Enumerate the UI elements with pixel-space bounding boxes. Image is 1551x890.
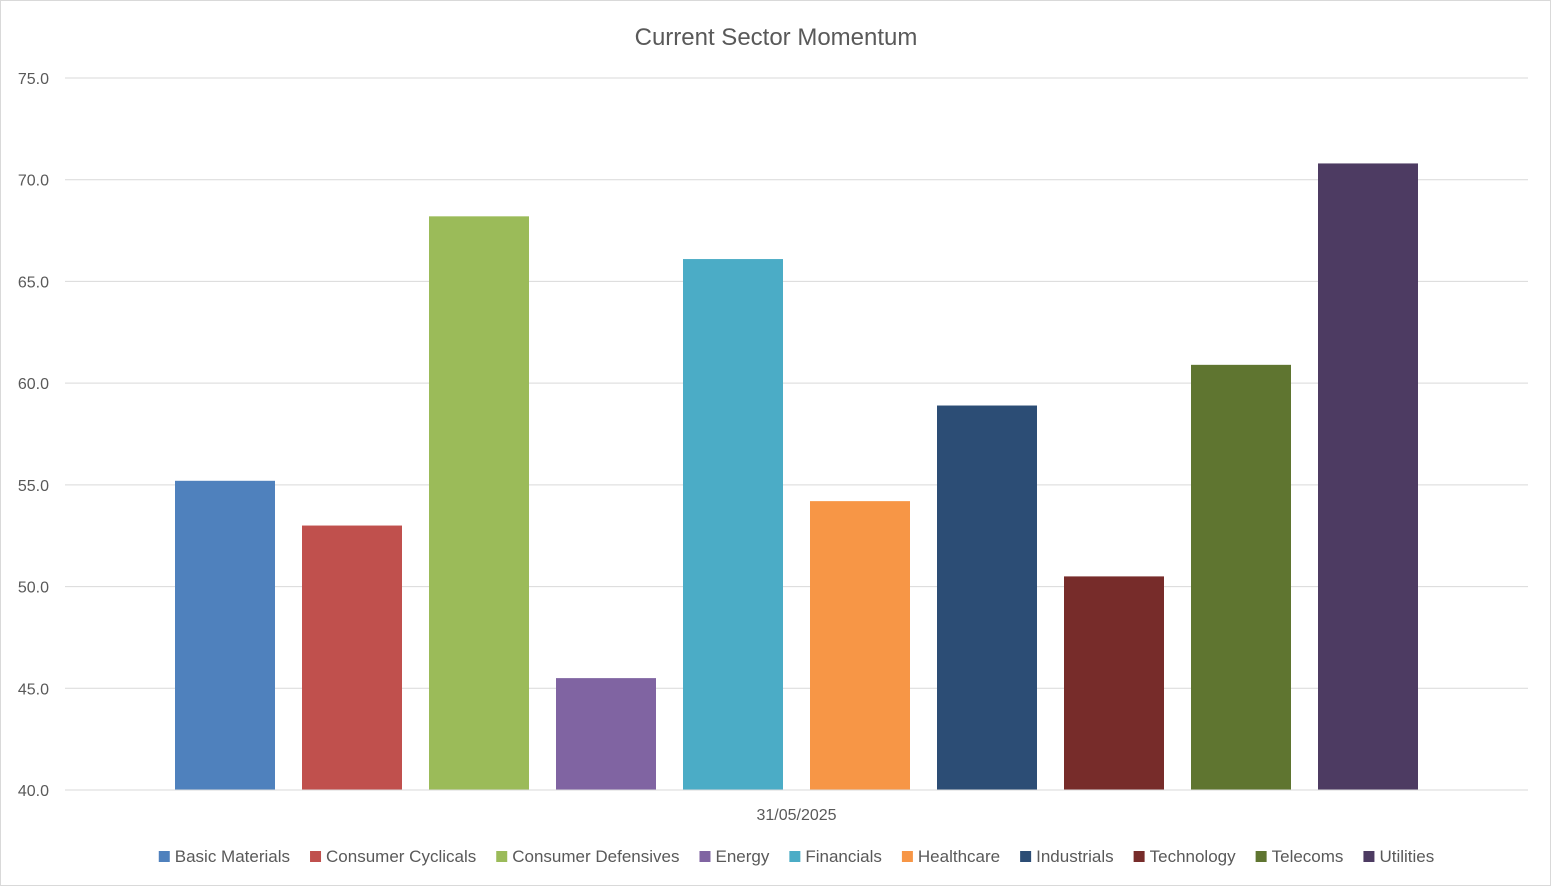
gridlines (65, 77, 1528, 689)
y-axis-tick-labels: 40.0 45.0 50.0 55.0 60.0 65.0 70.0 75.0 (18, 71, 49, 800)
legend-item-energy: Energy (699, 847, 770, 866)
legend-label: Consumer Cyclicals (326, 847, 476, 866)
legend-label: Basic Materials (175, 847, 290, 866)
y-tick-label: 70.0 (18, 173, 49, 190)
legend-item-technology: Technology (1133, 847, 1237, 866)
legend-swatch (789, 851, 801, 862)
legend-label: Consumer Defensives (512, 847, 679, 866)
legend-label: Utilities (1379, 847, 1434, 866)
legend-label: Healthcare (918, 847, 1000, 866)
legend-swatch (496, 851, 508, 862)
legend-item-utilities: Utilities (1363, 847, 1434, 866)
bars (175, 163, 1418, 791)
legend-item-industrials: Industrials (1020, 847, 1114, 866)
legend-swatch (1020, 851, 1032, 862)
y-tick-label: 50.0 (18, 580, 49, 597)
bar-consumer-defensives (429, 216, 529, 790)
legend-swatch (1255, 851, 1267, 862)
legend: Basic Materials Consumer Cyclicals Consume… (158, 847, 1434, 866)
y-tick-label: 65.0 (18, 274, 49, 291)
y-tick-label: 55.0 (18, 478, 49, 495)
legend-label: Industrials (1036, 847, 1113, 866)
bar-technology (1064, 576, 1164, 790)
legend-item-basic-materials: Basic Materials (158, 847, 290, 866)
legend-item-telecoms: Telecoms (1255, 847, 1344, 866)
legend-swatch (699, 851, 711, 862)
y-tick-label: 40.0 (18, 783, 49, 800)
legend-label: Financials (805, 847, 882, 866)
bar-industrials (937, 405, 1037, 790)
chart-title: Current Sector Momentum (635, 24, 918, 51)
legend-swatch (158, 851, 170, 862)
legend-swatch (901, 851, 913, 862)
legend-item-consumer-cyclicals: Consumer Cyclicals (310, 847, 476, 866)
legend-swatch (310, 851, 322, 862)
y-tick-label: 60.0 (18, 376, 49, 393)
legend-item-consumer-defensives: Consumer Defensives (496, 847, 679, 866)
bar-energy (556, 678, 656, 790)
bar-utilities (1318, 163, 1418, 790)
x-axis-tick-labels: 31/05/2025 (756, 807, 836, 824)
bar-healthcare (810, 501, 910, 790)
y-tick-label: 45.0 (18, 681, 49, 698)
legend-item-healthcare: Healthcare (901, 847, 1000, 866)
bar-basic-materials (175, 480, 275, 790)
legend-label: Energy (715, 847, 769, 866)
legend-swatch (1133, 851, 1145, 862)
legend-label: Technology (1150, 847, 1237, 866)
legend-swatch (1363, 851, 1375, 862)
bar-financials (683, 259, 783, 791)
legend-label: Telecoms (1272, 847, 1344, 866)
y-tick-label: 75.0 (18, 71, 49, 88)
legend-item-financials: Financials (789, 847, 882, 866)
bar-consumer-cyclicals (302, 525, 402, 790)
bar-telecoms (1191, 364, 1291, 790)
x-tick-label: 31/05/2025 (756, 807, 836, 824)
